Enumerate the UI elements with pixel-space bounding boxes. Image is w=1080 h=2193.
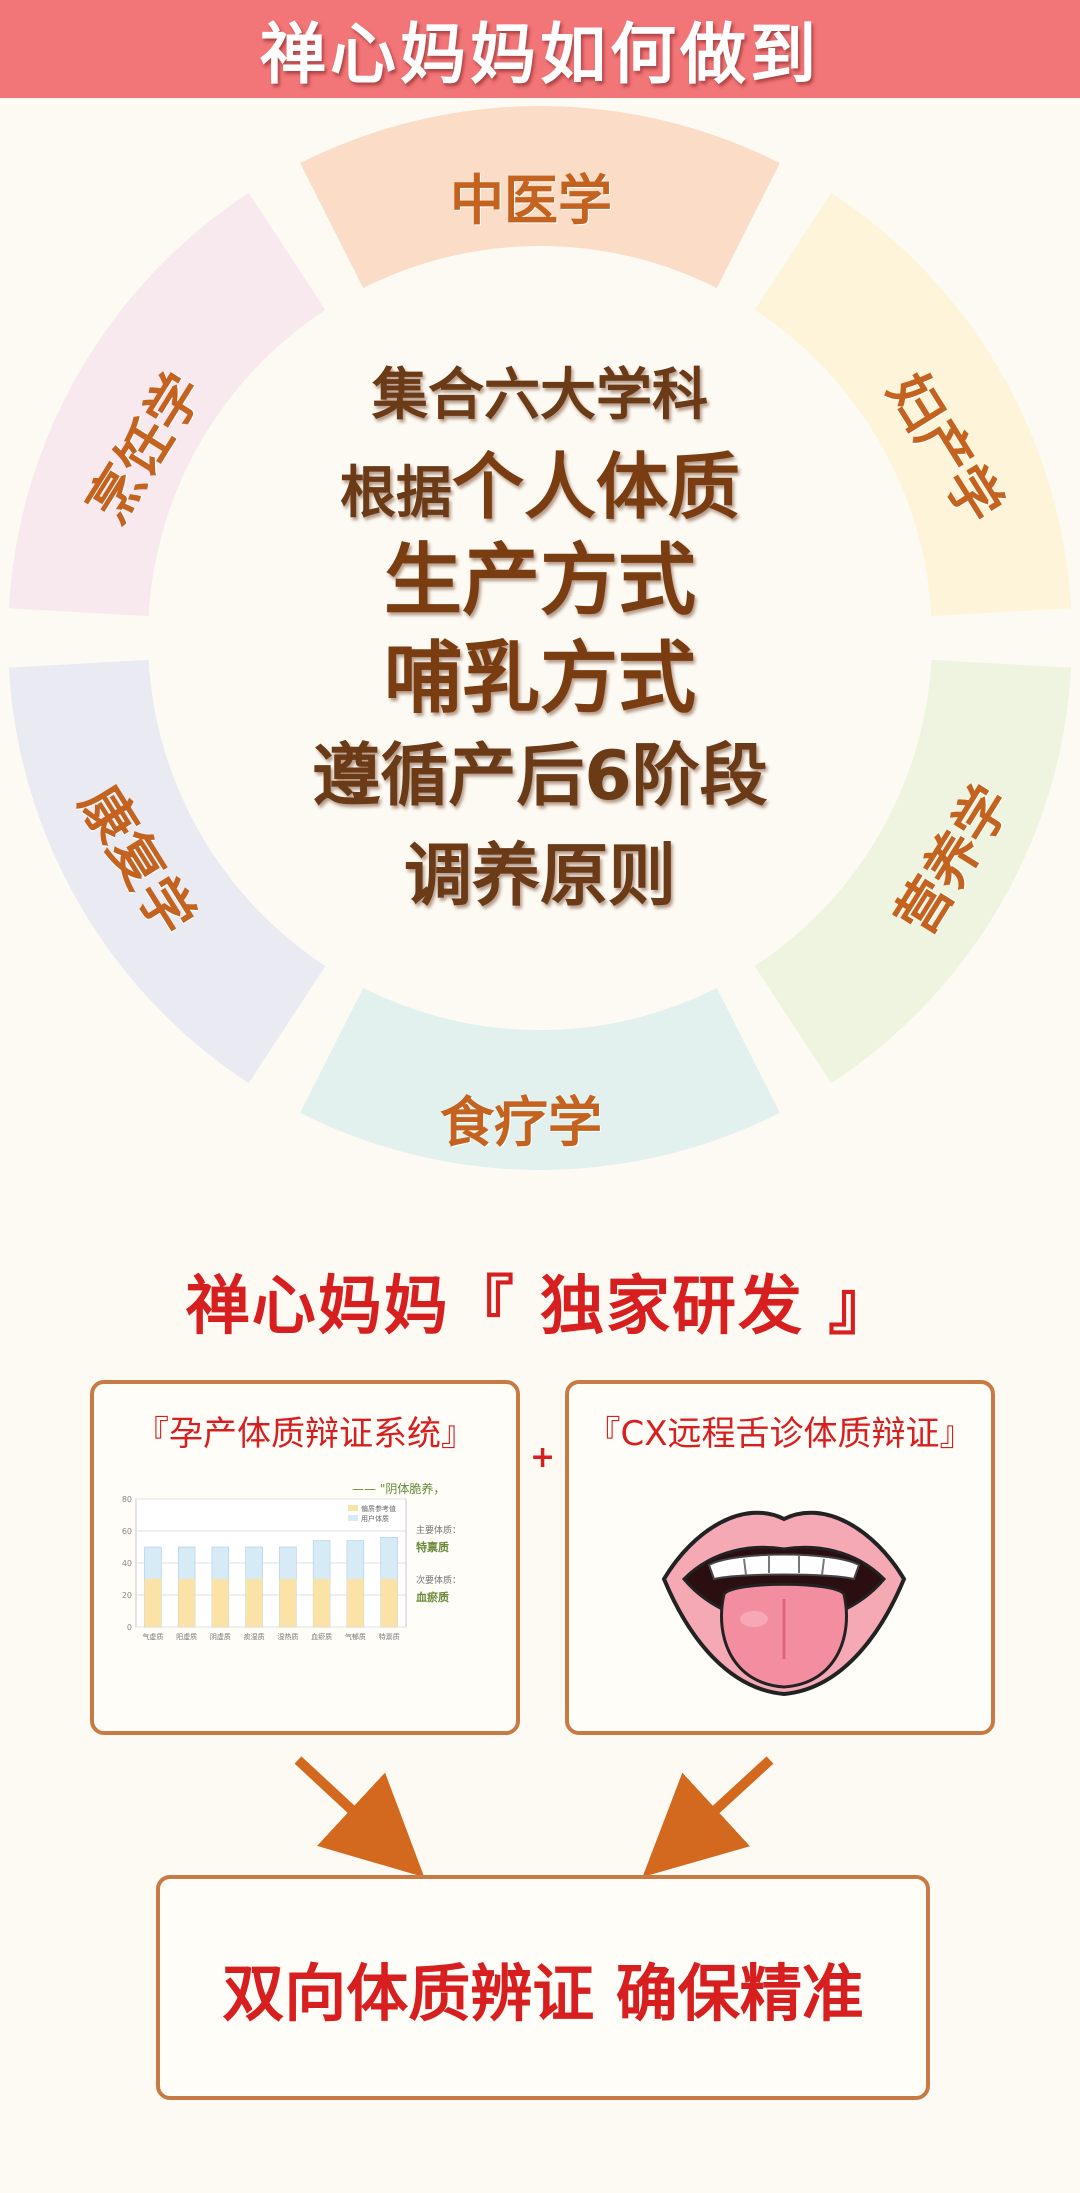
chart-x-label: 痰湿质 [244, 1632, 265, 1641]
converge-arrows [294, 1756, 774, 1878]
center-line-6: 调养原则 [403, 837, 676, 916]
center-line-2a: 根据 [339, 461, 452, 526]
chart-bar-reference [211, 1579, 229, 1627]
chart-legend-swatch-reference [348, 1505, 358, 1511]
center-line-2b: 个人体质 [451, 445, 740, 529]
header-title: 禅心妈妈如何做到 [260, 16, 820, 93]
center-line-4: 哺乳方式 [383, 634, 696, 724]
chart-bar-reference [144, 1579, 162, 1627]
ring-segment-5 [8, 192, 326, 617]
chart-bar-reference [178, 1579, 196, 1627]
result-text: 双向体质辨证 确保精准 [222, 1956, 864, 2030]
chart-x-label: 湿热质 [277, 1632, 298, 1641]
ring-segment-3 [300, 987, 780, 1170]
chart-bar-reference [380, 1579, 398, 1627]
page-header: 禅心妈妈如何做到 [0, 0, 1080, 98]
center-line-3: 生产方式 [383, 536, 696, 626]
chart-legend-reference: 偏质参考值 [361, 1504, 396, 1513]
tongue-diagnosis-card: 『CX远程舌诊体质辩证』 [565, 1380, 995, 1735]
chart-header: —— "阴体脆养， [352, 1481, 445, 1496]
ring-segment-0 [300, 106, 780, 289]
center-line-2: 根据个人体质 [190, 428, 890, 533]
chart-y-tick: 80 [122, 1495, 132, 1504]
chart-x-label: 特禀质 [379, 1632, 400, 1641]
result-box: 双向体质辨证 确保精准 [156, 1875, 930, 2100]
constitution-bar-chart: —— "阴体脆养，020406080气虚质 阳虚质 阴虚质 痰湿质 湿热质 血瘀质 气郁质特… [122, 1481, 461, 1641]
plus-sign: + [530, 1440, 556, 1475]
chart-y-tick: 0 [127, 1623, 132, 1632]
arrow-right [642, 1756, 774, 1878]
chart-bar-reference [245, 1579, 263, 1627]
chart-secondary-value: 血瘀质 [416, 1590, 449, 1604]
chart-secondary-label: 次要体质： [416, 1574, 461, 1586]
chart-y-tick: 20 [122, 1591, 132, 1600]
chart-x-label: 气虚质 [142, 1632, 163, 1641]
chart-legend-swatch-user [348, 1515, 358, 1521]
ring-segment-2 [754, 659, 1072, 1084]
ring-segment-1 [754, 192, 1072, 617]
tongue-diagnosis-title: 『CX远程舌诊体质辩证』 [586, 1414, 974, 1454]
chart-main-label: 主要体质： [416, 1524, 461, 1536]
chart-main-value: 特禀质 [416, 1540, 449, 1554]
ring-segment-4 [8, 659, 326, 1084]
chart-x-label: 阳虚质 [176, 1632, 197, 1641]
chart-bar-reference [279, 1579, 297, 1627]
chart-bar-reference [313, 1579, 331, 1627]
center-line-1: 集合六大学科 [372, 363, 708, 428]
wheel-ring [8, 106, 1072, 1170]
chart-y-tick: 60 [122, 1527, 132, 1536]
chart-y-tick: 40 [122, 1559, 132, 1568]
ring-label-zhongyi: 中医学 [450, 169, 612, 232]
discipline-wheel: 中医学 妇产学 营养学 食疗学 康复学 烹饪学 集合六大学科 根据个人体质 生产… [0, 98, 1080, 1198]
mouth-tongue-icon [661, 1510, 907, 1697]
chart-x-label: 气郁质 [345, 1632, 366, 1641]
chart-bar-reference [346, 1579, 364, 1627]
chart-x-label: 血瘀质 [311, 1632, 332, 1641]
constitution-system-card: 『孕产体质辩证系统』 —— "阴体脆养， 0 20 40 60 80 气虚质 阳虚质 阴虚质 痰湿… [90, 1380, 520, 1735]
ring-label-shiliao: 食疗学 [440, 1091, 602, 1154]
exclusive-dev-title: 禅心妈妈『 独家研发 』 [185, 1270, 895, 1344]
constitution-system-title: 『孕产体质辩证系统』 [135, 1414, 475, 1454]
center-line-5: 遵循产后6阶段 [312, 737, 768, 816]
arrow-left [294, 1756, 425, 1878]
chart-legend-user: 用户体质 [361, 1514, 389, 1523]
wheel-center [150, 248, 930, 1028]
chart-x-label: 阴虚质 [210, 1632, 231, 1641]
